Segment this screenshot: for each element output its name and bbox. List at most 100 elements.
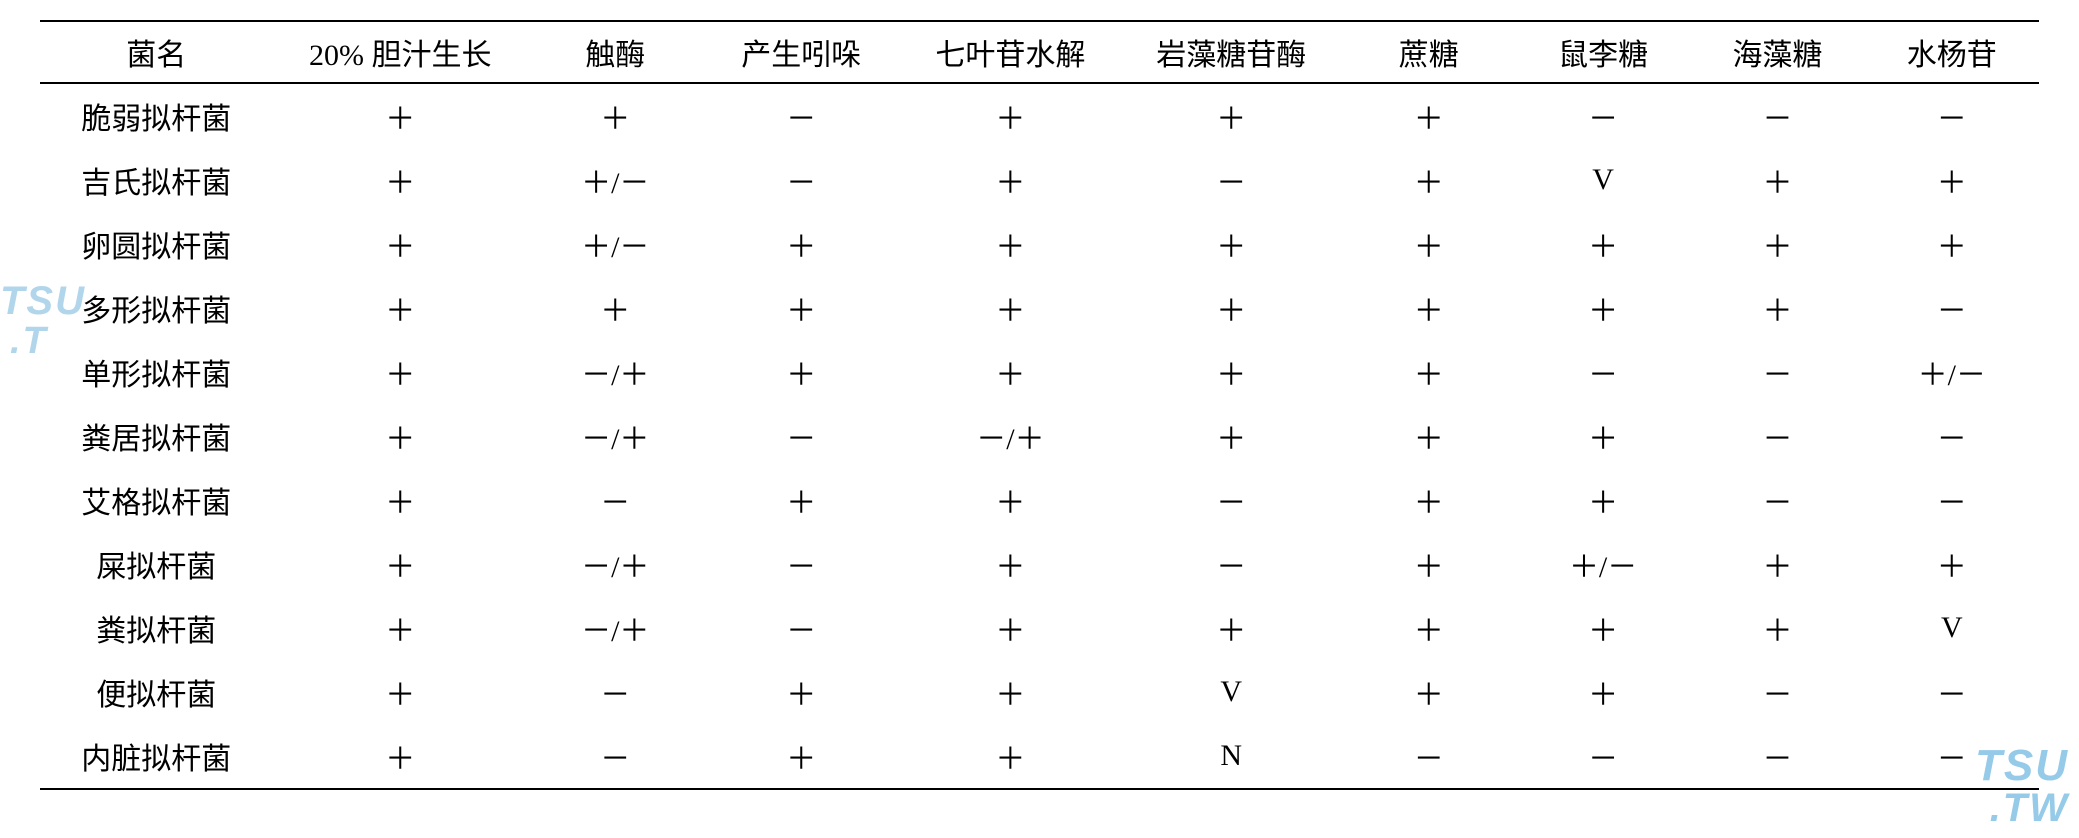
cell: － (1865, 404, 2039, 468)
cell: －/＋ (528, 340, 702, 404)
cell: ＋ (272, 340, 528, 404)
cell: ＋/－ (528, 212, 702, 276)
cell: － (1342, 724, 1516, 789)
cell: ＋ (900, 532, 1121, 596)
cell: ＋ (1342, 276, 1516, 340)
cell: ＋ (900, 468, 1121, 532)
row-name: 艾格拟杆菌 (40, 468, 272, 532)
cell: ＋ (272, 276, 528, 340)
cell: ＋ (1342, 468, 1516, 532)
cell: ＋ (1342, 148, 1516, 212)
cell: ＋ (1342, 596, 1516, 660)
col-header: 触酶 (528, 21, 702, 83)
cell: － (1516, 724, 1690, 789)
cell: ＋ (900, 596, 1121, 660)
cell: － (1516, 83, 1690, 148)
cell: － (528, 660, 702, 724)
row-name: 粪居拟杆菌 (40, 404, 272, 468)
cell: ＋ (1690, 532, 1864, 596)
cell: V (1121, 660, 1342, 724)
cell: ＋ (900, 148, 1121, 212)
cell: ＋ (1516, 596, 1690, 660)
cell: ＋/－ (1516, 532, 1690, 596)
cell: ＋ (1516, 212, 1690, 276)
table-row: 粪拟杆菌 ＋ －/＋ － ＋ ＋ ＋ ＋ ＋ V (40, 596, 2039, 660)
cell: ＋ (1690, 212, 1864, 276)
cell: － (1690, 404, 1864, 468)
cell: V (1865, 596, 2039, 660)
col-header: 菌名 (40, 21, 272, 83)
cell: ＋ (272, 724, 528, 789)
cell: ＋ (1121, 340, 1342, 404)
cell: ＋ (528, 276, 702, 340)
table-row: 多形拟杆菌 ＋ ＋ ＋ ＋ ＋ ＋ ＋ ＋ － (40, 276, 2039, 340)
cell: ＋ (1121, 404, 1342, 468)
cell: － (702, 83, 900, 148)
cell: ＋ (1342, 340, 1516, 404)
cell: ＋ (1121, 596, 1342, 660)
col-header: 20% 胆汁生长 (272, 21, 528, 83)
cell: －/＋ (900, 404, 1121, 468)
cell: － (1121, 532, 1342, 596)
table-header-row: 菌名 20% 胆汁生长 触酶 产生吲哚 七叶苷水解 岩藻糖苷酶 蔗糖 鼠李糖 海… (40, 21, 2039, 83)
cell: － (702, 532, 900, 596)
cell: － (1865, 276, 2039, 340)
col-header: 产生吲哚 (702, 21, 900, 83)
cell: ＋/－ (528, 148, 702, 212)
cell: － (1516, 340, 1690, 404)
cell: ＋ (1865, 148, 2039, 212)
watermark-text: .TW (1975, 788, 2069, 828)
cell: ＋ (702, 212, 900, 276)
cell: ＋ (272, 660, 528, 724)
table-row: 脆弱拟杆菌 ＋ ＋ － ＋ ＋ ＋ － － － (40, 83, 2039, 148)
cell: ＋ (702, 660, 900, 724)
table-row: 艾格拟杆菌 ＋ － ＋ ＋ － ＋ ＋ － － (40, 468, 2039, 532)
cell: － (1690, 660, 1864, 724)
cell: －/＋ (528, 596, 702, 660)
col-header: 蔗糖 (1342, 21, 1516, 83)
cell: ＋ (1342, 660, 1516, 724)
row-name: 脆弱拟杆菌 (40, 83, 272, 148)
cell: ＋ (1121, 276, 1342, 340)
cell: － (702, 404, 900, 468)
cell: － (1690, 468, 1864, 532)
table-row: 便拟杆菌 ＋ － ＋ ＋ V ＋ ＋ － － (40, 660, 2039, 724)
cell: ＋ (900, 660, 1121, 724)
cell: ＋ (272, 468, 528, 532)
cell: N (1121, 724, 1342, 789)
cell: ＋ (1690, 148, 1864, 212)
cell: － (702, 148, 900, 212)
col-header: 水杨苷 (1865, 21, 2039, 83)
table-row: 屎拟杆菌 ＋ －/＋ － ＋ － ＋ ＋/－ ＋ ＋ (40, 532, 2039, 596)
cell: － (1690, 724, 1864, 789)
bacteroides-table: 菌名 20% 胆汁生长 触酶 产生吲哚 七叶苷水解 岩藻糖苷酶 蔗糖 鼠李糖 海… (40, 20, 2039, 790)
cell: － (1865, 468, 2039, 532)
col-header: 海藻糖 (1690, 21, 1864, 83)
row-name: 便拟杆菌 (40, 660, 272, 724)
cell: ＋ (702, 724, 900, 789)
cell: ＋ (1516, 404, 1690, 468)
cell: － (1865, 660, 2039, 724)
cell: － (1865, 724, 2039, 789)
cell: －/＋ (528, 532, 702, 596)
cell: ＋ (1121, 83, 1342, 148)
cell: － (528, 724, 702, 789)
table-container: 菌名 20% 胆汁生长 触酶 产生吲哚 七叶苷水解 岩藻糖苷酶 蔗糖 鼠李糖 海… (0, 0, 2079, 790)
cell: ＋ (1690, 596, 1864, 660)
row-name: 吉氏拟杆菌 (40, 148, 272, 212)
row-name: 屎拟杆菌 (40, 532, 272, 596)
cell: ＋ (1342, 83, 1516, 148)
cell: ＋ (1865, 532, 2039, 596)
cell: ＋ (1690, 276, 1864, 340)
cell: ＋ (1121, 212, 1342, 276)
cell: －/＋ (528, 404, 702, 468)
cell: ＋ (528, 83, 702, 148)
cell: ＋ (1865, 212, 2039, 276)
cell: ＋ (1342, 532, 1516, 596)
cell: － (1865, 83, 2039, 148)
cell: ＋ (272, 83, 528, 148)
cell: － (702, 596, 900, 660)
cell: ＋ (900, 724, 1121, 789)
col-header: 岩藻糖苷酶 (1121, 21, 1342, 83)
cell: ＋ (702, 276, 900, 340)
